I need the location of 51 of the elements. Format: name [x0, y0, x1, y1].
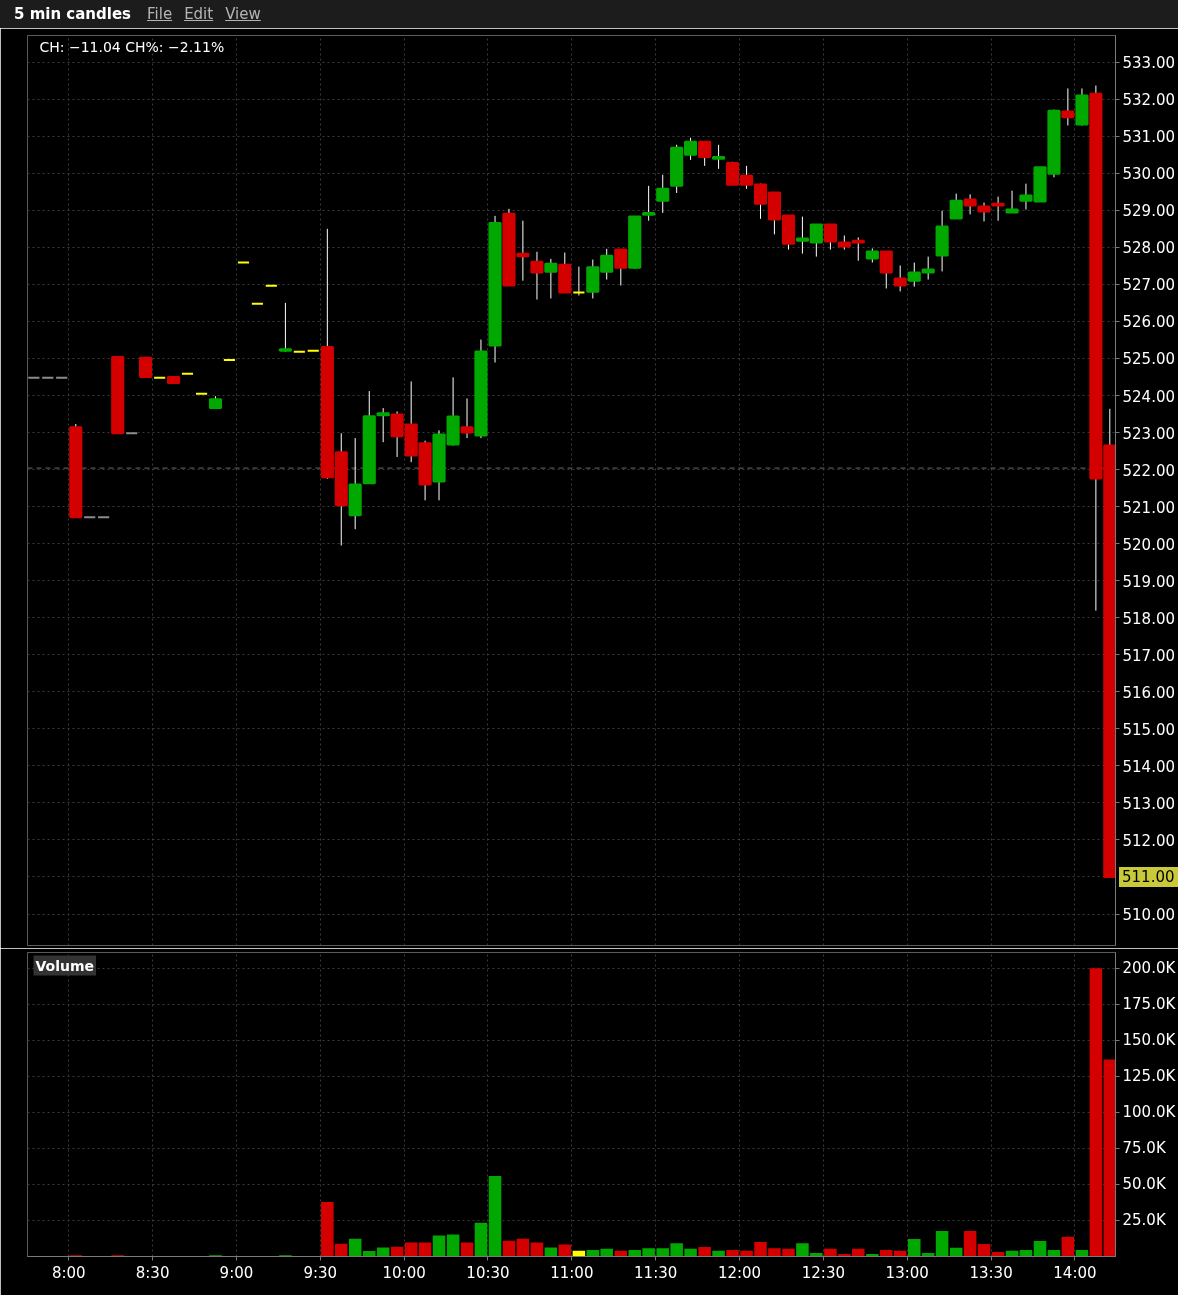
y-tick-label: 531.00	[1122, 128, 1175, 147]
y-tick-label: 100.0K	[1122, 1103, 1177, 1122]
y-tick-label: 523.00	[1122, 424, 1175, 443]
y-tick-label: 521.00	[1122, 498, 1175, 517]
y-tick-label: 522.00	[1122, 461, 1175, 480]
x-tick-label: 8:30	[135, 1263, 170, 1282]
y-tick-label: 527.00	[1122, 276, 1175, 295]
text: Edit	[184, 5, 214, 23]
y-tick-label: 533.00	[1122, 54, 1175, 73]
x-tick-label: 12:00	[717, 1263, 762, 1282]
y-tick-label: 50.0K	[1122, 1175, 1167, 1194]
y-tick-label: 200.0K	[1122, 959, 1177, 978]
x-tick-label: 10:30	[466, 1263, 510, 1282]
y-tick-label: 512.00	[1122, 831, 1175, 850]
y-tick-label: 520.00	[1122, 535, 1175, 554]
text: File	[147, 5, 173, 23]
x-tick-label: 8:00	[51, 1263, 86, 1282]
y-tick-label: 518.00	[1122, 609, 1175, 628]
y-tick-label: 515.00	[1122, 720, 1175, 739]
y-tick-label: 528.00	[1122, 239, 1175, 258]
x-tick-label: 11:30	[634, 1263, 678, 1282]
text: 511.00	[1119, 866, 1178, 887]
y-tick-label: 530.00	[1122, 165, 1175, 184]
x-tick-label: 14:00	[1053, 1263, 1097, 1282]
y-tick-label: 519.00	[1122, 572, 1175, 591]
y-tick-label: 529.00	[1122, 202, 1175, 221]
y-tick-label: 125.0K	[1122, 1067, 1177, 1086]
y-tick-label: 75.0K	[1122, 1139, 1167, 1158]
annotation: CH: −11.04 CH%: −2.11%	[39, 38, 225, 55]
text: View	[225, 5, 261, 23]
chart-title: 5 min candles	[14, 5, 132, 23]
x-tick-label: 10:00	[382, 1263, 426, 1282]
y-tick-label: 525.00	[1122, 350, 1175, 369]
x-tick-label: 13:00	[885, 1263, 929, 1282]
chart-title: Volume	[35, 957, 95, 974]
y-tick-label: 517.00	[1122, 646, 1175, 665]
x-tick-label: 9:00	[219, 1263, 254, 1282]
x-tick-label: 11:00	[550, 1263, 594, 1282]
x-tick-label: 13:30	[969, 1263, 1013, 1282]
y-tick-label: 150.0K	[1122, 1031, 1177, 1050]
y-tick-label: 526.00	[1122, 313, 1175, 332]
y-tick-label: 514.00	[1122, 757, 1175, 776]
x-tick-label: 9:30	[303, 1263, 338, 1282]
y-tick-label: 25.0K	[1122, 1211, 1167, 1230]
x-tick-label: 12:30	[801, 1263, 845, 1282]
y-tick-label: 510.00	[1122, 906, 1175, 925]
y-tick-label: 524.00	[1122, 387, 1175, 406]
y-tick-label: 513.00	[1122, 794, 1175, 813]
y-tick-label: 532.00	[1122, 91, 1175, 110]
y-tick-label: 175.0K	[1122, 995, 1177, 1014]
y-tick-label: 516.00	[1122, 683, 1175, 702]
